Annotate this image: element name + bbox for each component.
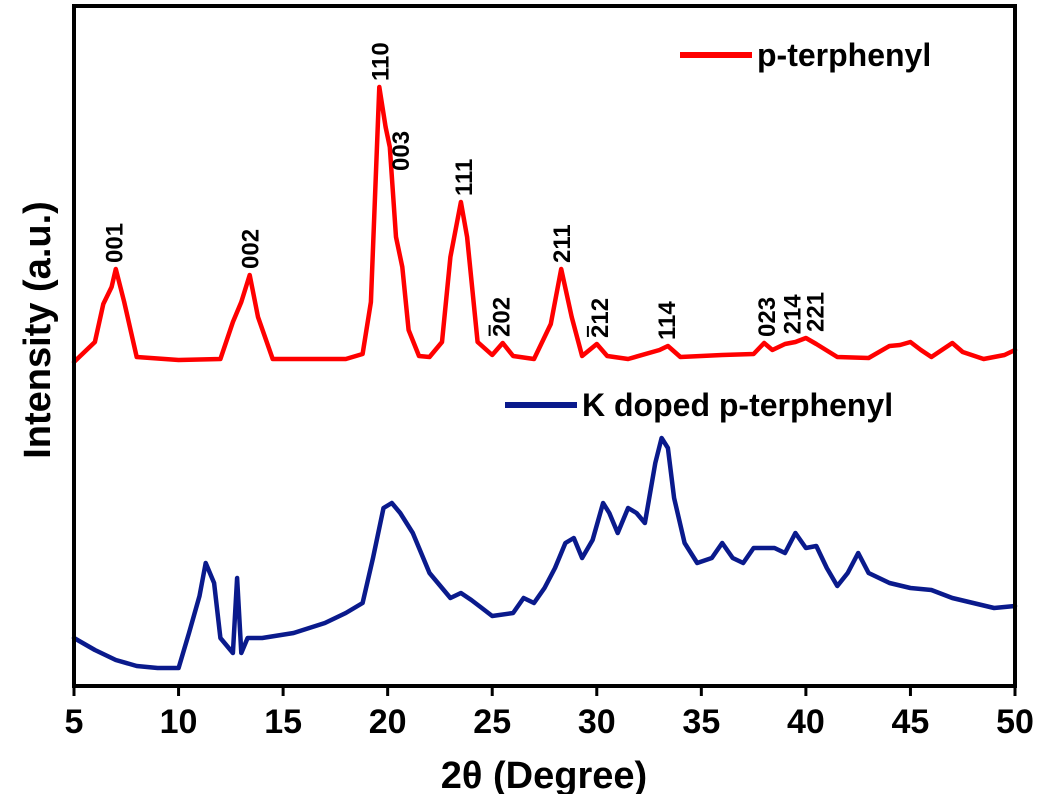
x-tick-label: 35 xyxy=(682,703,720,741)
peak-label: 111 xyxy=(451,159,478,196)
peak-label: 221 xyxy=(802,292,829,332)
x-tick-label: 30 xyxy=(578,703,616,741)
peak-label: 211 xyxy=(549,224,576,263)
peak-label-text: 003 xyxy=(388,131,415,171)
x-tick-label: 50 xyxy=(996,703,1034,741)
peak-label-text: 111 xyxy=(451,159,478,196)
x-tick-label: 45 xyxy=(892,703,930,741)
peak-label: 214 xyxy=(779,294,806,335)
peak-label-text: 202 xyxy=(489,297,516,337)
peak-label: 002 xyxy=(238,229,265,269)
peak-label-text: 114 xyxy=(654,301,681,340)
x-tick-label: 20 xyxy=(369,703,407,741)
peak-label: 023 xyxy=(754,297,781,337)
peak-label: 003 xyxy=(388,131,415,171)
peak-label: 202 xyxy=(488,297,516,337)
peak-label-text: 221 xyxy=(802,292,829,332)
peak-label: 001 xyxy=(102,223,129,263)
x-tick-label: 40 xyxy=(787,703,825,741)
peak-label: 110 xyxy=(367,42,394,81)
x-tick-label: 5 xyxy=(65,703,84,741)
peak-label-text: 023 xyxy=(754,297,781,337)
peak-label-text: 001 xyxy=(102,223,129,263)
series-line-0 xyxy=(71,84,1018,365)
series-line-1 xyxy=(71,435,1018,671)
plot-frame xyxy=(72,4,1017,688)
peak-label-text: 214 xyxy=(779,294,806,335)
legend-label-0: p-terphenyl xyxy=(757,37,931,73)
peak-label: 114 xyxy=(654,301,681,340)
peak-label-text: 211 xyxy=(549,224,576,263)
x-tick-label: 15 xyxy=(264,703,302,741)
x-axis-ticks: 5 10 15 20 25 30 35 40 45 50 xyxy=(65,686,1034,741)
peak-label-text: 212 xyxy=(587,298,614,338)
peak-label-text: 002 xyxy=(238,229,265,269)
x-tick-label: 10 xyxy=(160,703,198,741)
peak-label-text: 110 xyxy=(367,42,394,81)
legend: p-terphenyl K doped p-terphenyl xyxy=(505,37,931,423)
legend-label-1: K doped p-terphenyl xyxy=(582,387,893,423)
peak-label: 212 xyxy=(586,298,614,338)
series-layer xyxy=(71,84,1018,671)
x-tick-label: 25 xyxy=(473,703,511,741)
y-axis-title: Intensity (a.u.) xyxy=(17,201,59,459)
x-axis-title: 2θ (Degree) xyxy=(441,755,647,794)
